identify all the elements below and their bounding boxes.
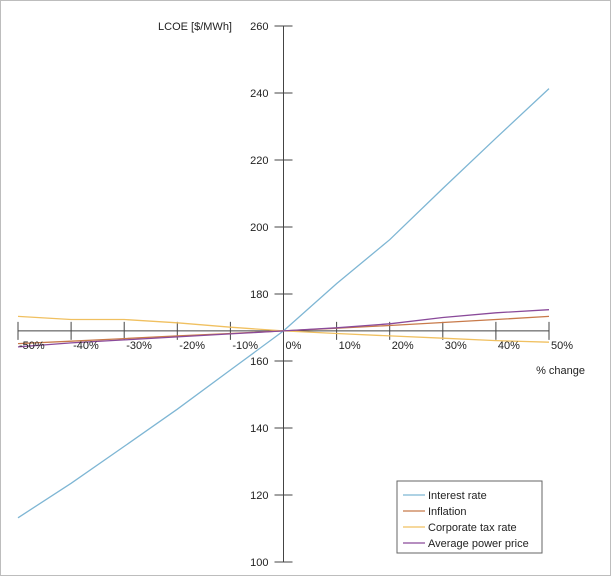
- y-tick-label: 220: [250, 155, 268, 167]
- legend: Interest rate Inflation Corporate tax rate…: [396, 480, 543, 554]
- y-tick-label: 260: [250, 21, 268, 33]
- legend-entry: Corporate tax rate: [428, 522, 517, 534]
- y-tick-label: 180: [250, 289, 268, 301]
- legend-box: [396, 480, 543, 554]
- x-tick-label: -40%: [73, 340, 99, 352]
- series-line-average-power-price: [17, 309, 550, 348]
- legend-entry: Inflation: [428, 506, 467, 518]
- x-tick-label: -50%: [19, 340, 45, 352]
- labels-layer: -50% -40% -30% -20% -10% 0% 10% 20% 30% 40% 50% 100…: [19, 21, 585, 569]
- legend-entry: Average power price: [428, 538, 529, 550]
- x-tick-label: 0%: [286, 340, 302, 352]
- y-tick-label: 140: [250, 423, 268, 435]
- y-axis-title: LCOE [$/MWh]: [158, 21, 232, 33]
- y-tick-label: 200: [250, 222, 268, 234]
- y-tick-label: 100: [250, 557, 268, 569]
- x-tick-label: 30%: [445, 340, 467, 352]
- x-axis-title: % change: [536, 365, 585, 377]
- x-tick-label: -20%: [179, 340, 205, 352]
- x-tick-label: 40%: [498, 340, 520, 352]
- y-tick-label: 120: [250, 490, 268, 502]
- legend-entry: Interest rate: [428, 490, 487, 502]
- x-tick-label: -30%: [126, 340, 152, 352]
- x-tick-label: 50%: [551, 340, 573, 352]
- y-tick-label: 240: [250, 88, 268, 100]
- x-tick-label: 20%: [392, 340, 414, 352]
- x-tick-label: 10%: [339, 340, 361, 352]
- y-tick-label: 160: [250, 356, 268, 368]
- x-tick-label: -10%: [232, 340, 258, 352]
- series-layer: [17, 88, 550, 519]
